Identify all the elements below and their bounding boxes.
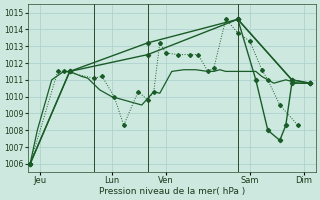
X-axis label: Pression niveau de la mer( hPa ): Pression niveau de la mer( hPa ) — [99, 187, 245, 196]
